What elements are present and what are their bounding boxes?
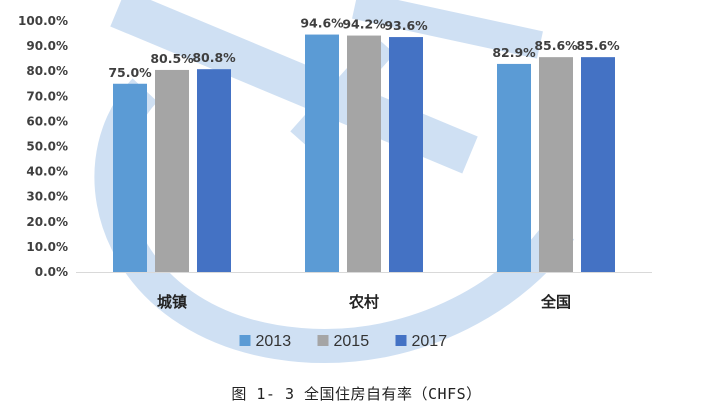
data-label: 85.6%: [534, 38, 578, 53]
y-tick-label: 90.0%: [26, 39, 68, 53]
legend-label: 2015: [334, 333, 370, 350]
y-tick-label: 20.0%: [26, 215, 68, 229]
data-label: 93.6%: [384, 18, 428, 33]
y-tick-label: 50.0%: [26, 140, 68, 154]
y-tick-label: 70.0%: [26, 89, 68, 103]
bar: [581, 57, 615, 273]
y-axis: 0.0% 10.0% 20.0% 30.0% 40.0% 50.0% 60.0% 70.0% 8…: [18, 14, 68, 279]
data-label: 85.6%: [576, 38, 620, 53]
x-axis: 城镇 农村 全国: [76, 272, 652, 311]
watermark-stroke: [352, 0, 543, 59]
legend-label: 2017: [412, 333, 448, 350]
y-tick-label: 100.0%: [18, 14, 68, 28]
bar: [347, 35, 381, 272]
bar: [389, 37, 423, 273]
watermark-stroke: [94, 78, 575, 363]
bar: [497, 63, 531, 272]
legend-swatch: [239, 335, 251, 346]
data-label: 80.8%: [192, 50, 236, 65]
bars: 75.0%80.5%80.8%94.6%94.2%93.6%82.9%85.6%…: [108, 16, 620, 273]
y-tick-label: 30.0%: [26, 190, 68, 204]
y-tick-label: 10.0%: [26, 240, 68, 254]
legend: 2013 2015 2017: [239, 333, 448, 350]
legend-label: 2013: [256, 333, 292, 350]
data-label: 75.0%: [108, 65, 152, 80]
data-label: 82.9%: [492, 45, 536, 60]
y-tick-label: 80.0%: [26, 64, 68, 78]
data-label: 94.2%: [342, 17, 386, 32]
data-label: 80.5%: [150, 51, 194, 66]
y-tick-label: 40.0%: [26, 165, 68, 179]
bar: [155, 69, 189, 272]
x-tick-label: 城镇: [157, 293, 187, 311]
legend-swatch: [395, 335, 407, 346]
y-tick-label: 0.0%: [35, 265, 68, 279]
bar: [539, 57, 573, 273]
bar: [197, 69, 231, 272]
figure-caption: 图 1- 3 全国住房自有率（CHFS）: [231, 385, 482, 403]
bar: [305, 34, 339, 272]
data-label: 94.6%: [300, 16, 344, 31]
legend-swatch: [317, 335, 329, 346]
x-tick-label: 全国: [540, 293, 571, 311]
bar: [113, 83, 147, 272]
x-tick-label: 农村: [348, 293, 379, 311]
y-tick-label: 60.0%: [26, 114, 68, 128]
